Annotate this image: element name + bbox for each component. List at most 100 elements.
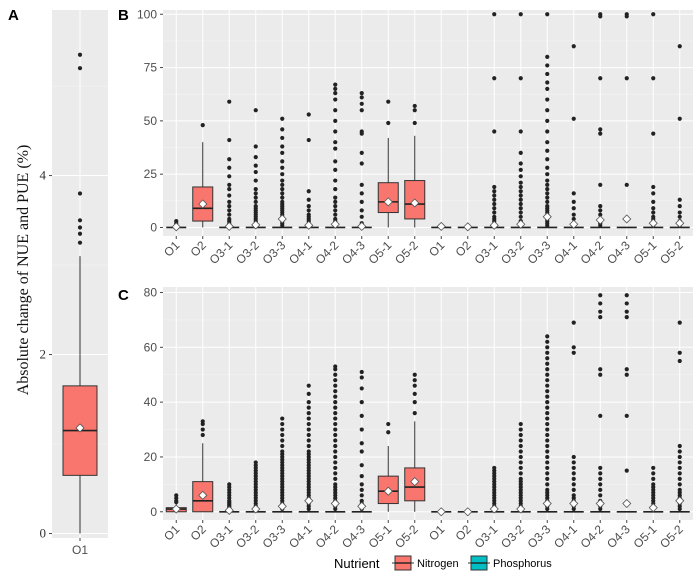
panel-b-letter: B — [118, 7, 129, 24]
box-nitrogen-o4-2 — [325, 82, 346, 229]
outlier-point — [412, 108, 417, 113]
x-tick-label: O1 — [426, 522, 447, 543]
box-nitrogen-o3-3 — [272, 416, 293, 513]
outlier-point — [280, 421, 285, 427]
box-phosphorus-o4-1 — [563, 44, 584, 229]
outlier-point — [253, 155, 258, 160]
outlier-point — [306, 449, 311, 454]
mean-marker — [357, 501, 367, 511]
legend: Nutrient Nitrogen Phosphorus — [334, 555, 552, 571]
outlier-point — [677, 320, 682, 325]
outlier-point — [545, 54, 550, 60]
y-tick-label: 75 — [144, 61, 158, 75]
mean-marker — [410, 477, 420, 487]
outlier-point — [333, 97, 338, 102]
outlier-point — [571, 454, 576, 460]
outlier-point — [412, 378, 417, 383]
outlier-point — [624, 12, 629, 17]
mean-marker — [357, 221, 367, 231]
outlier-point — [545, 178, 550, 183]
outlier-point — [518, 193, 523, 198]
mean-marker — [224, 221, 234, 231]
outlier-point — [333, 91, 338, 96]
outlier-point — [545, 80, 550, 85]
outlier-point — [598, 493, 603, 498]
box-phosphorus-o4-3 — [616, 293, 637, 513]
outlier-point — [253, 144, 258, 149]
box-nitrogen-o4-2 — [325, 364, 346, 513]
outlier-point — [518, 427, 523, 432]
outlier-point — [598, 487, 603, 492]
outlier-point — [412, 410, 417, 416]
outlier-point — [306, 189, 311, 194]
outlier-point — [359, 413, 364, 418]
outlier-point — [677, 197, 682, 202]
outlier-point — [359, 369, 364, 375]
box-phosphorus-o3-1 — [484, 12, 505, 230]
outlier-point — [545, 191, 550, 196]
outlier-point — [333, 195, 338, 200]
mean-marker — [198, 490, 208, 500]
outlier-point — [359, 375, 364, 380]
mean-marker — [224, 505, 234, 515]
outlier-point — [545, 148, 550, 153]
outlier-point — [571, 350, 576, 355]
box-phosphorus-o1 — [431, 507, 452, 517]
outlier-point — [571, 116, 576, 121]
mean-marker — [595, 498, 605, 509]
panel-b-boxes — [166, 12, 690, 232]
outlier-point — [492, 189, 497, 194]
outlier-point — [545, 339, 550, 344]
panel-a-boxes — [62, 52, 98, 534]
outlier-point — [651, 210, 656, 215]
outlier-point — [333, 383, 338, 388]
box-phosphorus-o3-1 — [484, 465, 505, 514]
panel-a-y-ticks: 0 2 4 — [40, 168, 52, 541]
outlier-point — [545, 140, 550, 145]
outlier-point — [518, 214, 523, 219]
outlier-point — [598, 208, 603, 213]
mean-marker — [675, 496, 685, 506]
outlier-point — [492, 201, 497, 207]
legend-title: Nutrient — [334, 556, 380, 571]
outlier-point — [492, 129, 497, 134]
outlier-point — [598, 465, 603, 471]
outlier-point — [253, 195, 258, 200]
outlier-point — [545, 86, 550, 91]
panel-a-x-ticks: O1 — [72, 538, 88, 557]
y-tick-label: 40 — [144, 395, 158, 409]
outlier-point — [333, 108, 338, 113]
outlier-point — [545, 378, 550, 383]
box-phosphorus-o5-1 — [643, 465, 664, 513]
panel-c-letter: C — [118, 287, 129, 304]
outlier-point — [677, 454, 682, 460]
x-tick-label: O4-3 — [604, 522, 633, 551]
outlier-point — [77, 225, 83, 230]
x-tick-label: O5-1 — [366, 522, 395, 551]
outlier-point — [545, 416, 550, 421]
legend-label-phosphorus: Phosphorus — [493, 558, 552, 570]
mean-marker — [383, 197, 393, 207]
outlier-point — [571, 471, 576, 476]
mean-marker — [277, 214, 287, 224]
outlier-point — [492, 12, 497, 17]
outlier-point — [253, 163, 258, 168]
outlier-point — [412, 383, 417, 388]
outlier-point — [545, 71, 550, 77]
outlier-point — [545, 460, 550, 465]
outlier-point — [545, 449, 550, 454]
outlier-point — [227, 137, 232, 143]
outlier-point — [545, 350, 550, 355]
outlier-point — [545, 118, 550, 123]
outlier-point — [227, 157, 232, 162]
outlier-point — [677, 214, 682, 219]
box-nitrogen-o5-2 — [404, 103, 426, 228]
outlier-point — [253, 169, 258, 175]
y-tick-label: 0 — [150, 505, 157, 519]
outlier-point — [545, 199, 550, 204]
outlier-point — [651, 465, 656, 471]
outlier-point — [359, 95, 364, 100]
outlier-point — [518, 443, 523, 449]
outlier-point — [306, 212, 311, 217]
mean-marker — [383, 486, 393, 496]
